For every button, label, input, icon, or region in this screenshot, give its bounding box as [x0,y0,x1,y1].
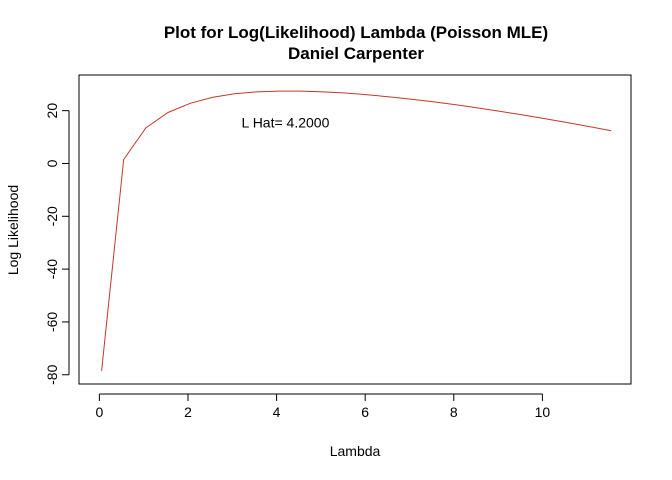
x-tick-label: 0 [95,404,103,420]
y-tick-label: -20 [44,206,60,226]
series-group [101,90,612,371]
x-tick-label: 8 [450,404,458,420]
x-tick-label: 4 [273,404,281,420]
x-tick-label: 6 [361,404,369,420]
x-tick-label: 10 [535,404,551,420]
y-axis-label: Log Likelihood [5,185,21,275]
series-line-0 [101,90,612,371]
x-tick-label: 2 [184,404,192,420]
plot-frame [78,74,632,385]
chart-subtitle: Daniel Carpenter [288,44,424,63]
y-tick-label: -40 [44,259,60,279]
y-tick-label: 0 [44,159,60,167]
y-axis: -80 -60 -40 -20 0 20 [44,103,70,385]
chart-title: Plot for Log(Likelihood) Lambda (Poisson… [164,23,548,42]
y-tick-label: -80 [44,364,60,384]
x-axis-label: Lambda [330,443,381,459]
y-tick-label: 20 [44,103,60,119]
y-tick-label: -60 [44,312,60,332]
x-axis: 0 2 4 6 8 10 [95,393,551,420]
l-hat-annotation: L Hat= 4.2000 [242,115,330,131]
